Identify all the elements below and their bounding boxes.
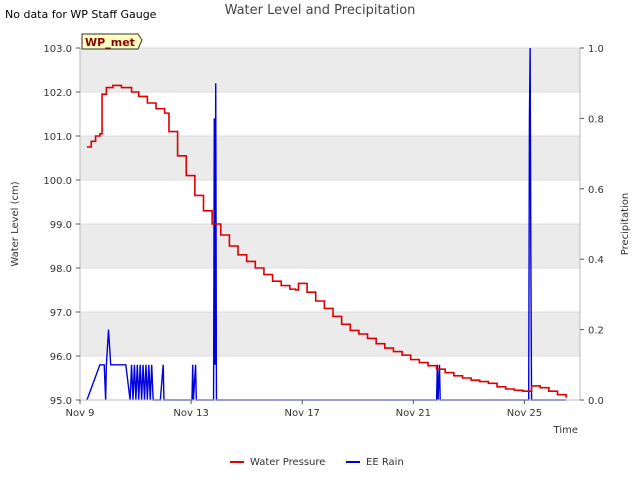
y2-tick-label: 0.2: [588, 326, 604, 337]
y-tick-label: 99.0: [50, 220, 72, 231]
tick-labels: 95.0 96.0 97.0 98.0 99.0 100.0 101.0 102.0 103.0…: [10, 44, 631, 436]
background-bands: [80, 48, 580, 356]
water-pressure-line: [86, 84, 567, 398]
x-tick-label: Nov 21: [396, 408, 431, 419]
station-box: WP_met: [81, 33, 143, 50]
x-tick-label: Nov 25: [507, 408, 542, 419]
legend-label-rain: EE Rain: [366, 457, 404, 468]
grid-band: [80, 136, 580, 180]
y2-axis-label: Precipitation: [620, 193, 631, 256]
water-series: [86, 84, 567, 398]
chart-title: Water Level and Precipitation: [224, 3, 416, 18]
y2-tick-label: 1.0: [588, 44, 604, 55]
y-tick-label: 101.0: [43, 132, 72, 143]
y-tick-label: 102.0: [43, 88, 72, 99]
y-tick-label: 95.0: [50, 396, 72, 407]
grid-band: [80, 48, 580, 92]
x-axis-label: Time: [553, 425, 578, 436]
y2-tick-label: 0.6: [588, 185, 604, 196]
legend-label-water: Water Pressure: [250, 457, 325, 468]
y-tick-label: 96.0: [50, 352, 72, 363]
x-tick-label: Nov 9: [65, 408, 94, 419]
legend: Water Pressure EE Rain: [230, 457, 404, 468]
x-tick-label: Nov 13: [173, 408, 208, 419]
station-box-frame: [81, 33, 143, 50]
y2-tick-label: 0.4: [588, 255, 604, 266]
x-tick-label: Nov 17: [285, 408, 320, 419]
grid-band: [80, 224, 580, 268]
y2-tick-label: 0.0: [588, 396, 604, 407]
y-tick-label: 98.0: [50, 264, 72, 275]
y-tick-label: 103.0: [43, 44, 72, 55]
no-data-note: No data for WP Staff Gauge: [5, 8, 157, 21]
y-tick-label: 100.0: [43, 176, 72, 187]
y2-tick-label: 0.8: [588, 114, 604, 125]
station-box-label: WP_met: [85, 36, 135, 49]
y-axis-label: Water Level (cm): [10, 181, 21, 266]
grid-band: [80, 312, 580, 356]
y-tick-label: 97.0: [50, 308, 72, 319]
